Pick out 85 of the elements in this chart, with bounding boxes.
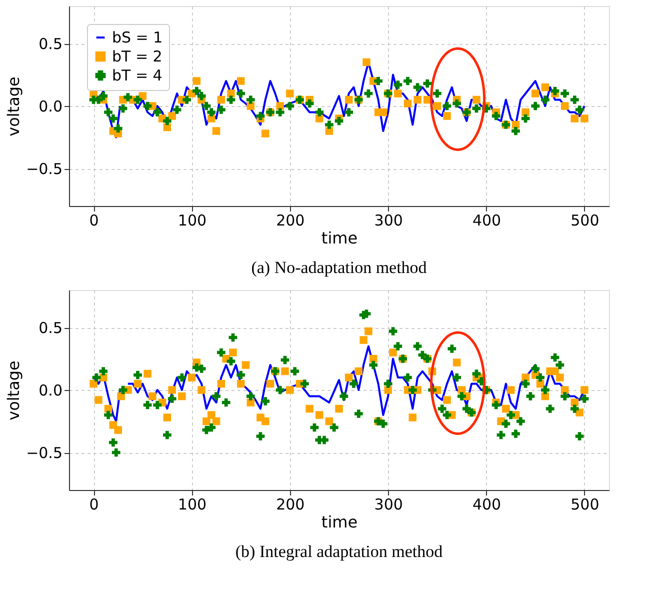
point [433, 102, 442, 110]
point [153, 108, 162, 116]
point [226, 96, 236, 104]
point [168, 112, 176, 120]
x-tick-label: 200 [276, 212, 305, 230]
text: (b) Integral adaptation method [235, 542, 444, 561]
y-axis-title: voltage [4, 76, 24, 136]
point [227, 90, 235, 98]
point [192, 86, 201, 96]
x-tick-label: 300 [374, 212, 403, 230]
point [414, 96, 422, 104]
point [570, 96, 579, 104]
point [560, 89, 569, 98]
point [124, 93, 132, 102]
point [99, 92, 108, 100]
y-tick-label: −0.5 [26, 160, 62, 178]
point [286, 102, 294, 110]
legend-label: bS = 1 [112, 28, 163, 46]
point [580, 114, 588, 122]
point [109, 114, 118, 123]
y-axis-title: voltage [4, 360, 24, 420]
point [560, 102, 569, 110]
x-tick-label: 300 [374, 496, 403, 514]
point [541, 96, 550, 104]
point [413, 83, 422, 92]
point [423, 79, 432, 88]
point [261, 130, 270, 138]
point [236, 77, 245, 85]
point [374, 76, 382, 86]
point [207, 108, 216, 116]
point [134, 96, 142, 104]
point [575, 106, 584, 114]
point [344, 96, 353, 104]
x-tick-label: 200 [276, 496, 305, 514]
legend-label: bT = 2 [112, 48, 162, 66]
point [286, 90, 294, 98]
point [344, 108, 353, 116]
point [394, 90, 402, 98]
point [404, 76, 412, 86]
point [163, 116, 172, 126]
point [325, 120, 334, 129]
point [182, 96, 191, 104]
point [172, 106, 182, 114]
point [472, 96, 480, 104]
point [217, 106, 226, 114]
x-tick-label: 100 [178, 496, 207, 514]
point [236, 89, 245, 98]
point [104, 108, 112, 116]
point [492, 112, 500, 120]
point [394, 80, 402, 89]
legend-label: bT = 4 [112, 66, 162, 84]
x-axis-title: time [321, 228, 358, 248]
point [570, 114, 579, 122]
point [379, 108, 388, 116]
x-tick-label: 500 [570, 496, 600, 514]
x-tick-label: 400 [472, 212, 502, 230]
y-tick-label: 0.5 [38, 35, 62, 53]
point [212, 127, 220, 135]
x-tick-label: 400 [472, 496, 502, 514]
point [276, 108, 284, 116]
x-tick-label: 500 [570, 212, 600, 230]
point [217, 96, 226, 104]
y-tick-label: 0.0 [38, 382, 62, 400]
x-tick-label: 0 [89, 496, 99, 514]
point [404, 100, 412, 108]
x-tick-label: 100 [178, 212, 207, 230]
point [531, 90, 540, 98]
x-tick-label: 0 [89, 212, 99, 230]
point [114, 124, 122, 133]
y-tick-label: −0.5 [26, 444, 62, 462]
text: (a) No-adaptation method [251, 258, 428, 277]
point [541, 83, 550, 92]
y-tick-label: 0.0 [38, 98, 62, 116]
point [362, 58, 370, 66]
point [315, 108, 324, 116]
point [192, 77, 201, 85]
point [531, 102, 540, 110]
point [246, 96, 255, 104]
point [512, 126, 520, 136]
y-tick-label: 0.5 [38, 319, 62, 337]
point [433, 89, 442, 98]
point [452, 99, 461, 108]
point [522, 108, 530, 116]
x-axis-title: time [321, 512, 358, 532]
point [443, 112, 451, 120]
